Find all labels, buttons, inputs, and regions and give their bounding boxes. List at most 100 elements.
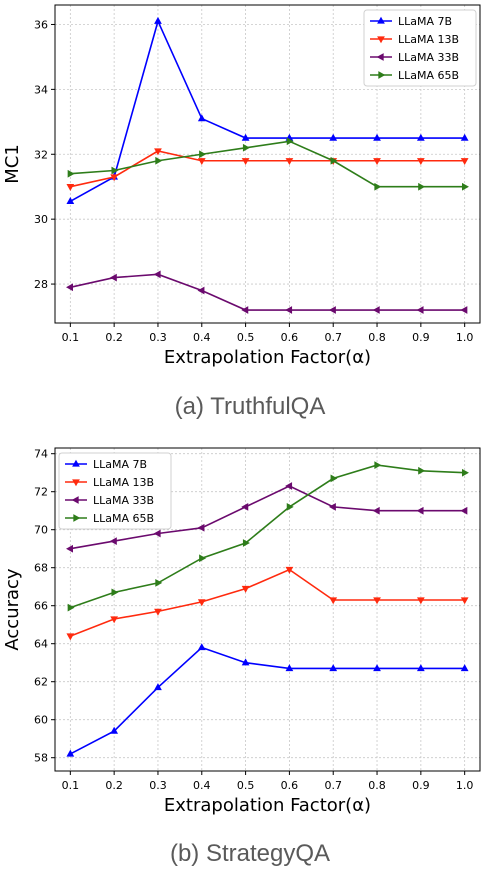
data-point	[197, 643, 206, 651]
legend-marker	[72, 479, 80, 487]
data-point	[461, 468, 469, 477]
data-point	[241, 158, 250, 166]
plot-frame	[54, 447, 481, 772]
data-point	[329, 133, 338, 141]
data-point	[416, 133, 425, 141]
data-point	[373, 133, 381, 141]
data-point	[373, 664, 381, 672]
series-line-3	[70, 273, 465, 311]
legend-box	[363, 9, 477, 87]
x-tick-label: 0.2	[105, 331, 123, 344]
data-point	[241, 306, 249, 314]
x-tick-label: 0.1	[62, 779, 80, 792]
legend-label: LLaMA 33B	[93, 494, 154, 507]
data-point	[197, 286, 205, 295]
legend-label: LLaMA 7B	[93, 458, 147, 471]
x-tick-label: 0.7	[324, 331, 342, 344]
data-point	[242, 539, 250, 547]
series-line-2	[70, 150, 465, 188]
data-point	[286, 137, 294, 146]
x-tick-label: 0.9	[412, 779, 430, 792]
data-point	[460, 158, 469, 166]
series-line-3	[70, 485, 465, 550]
legend-label: LLaMA 7B	[398, 15, 452, 28]
data-point	[241, 658, 250, 666]
data-point	[154, 683, 162, 691]
x-tick-label: 0.7	[324, 779, 342, 792]
data-point	[460, 506, 468, 515]
series-line-1	[69, 646, 465, 755]
x-tick-label: 0.5	[237, 779, 255, 792]
data-point	[153, 270, 161, 279]
data-point	[374, 461, 382, 469]
data-point	[416, 664, 425, 672]
data-point	[109, 273, 117, 282]
legend-label: LLaMA 33B	[398, 51, 459, 64]
data-point	[111, 166, 119, 175]
y-axis-label: MC1	[2, 144, 23, 184]
series-line-4	[70, 140, 465, 188]
data-point	[418, 466, 426, 475]
data-point	[285, 566, 294, 574]
x-tick-label: 1.0	[456, 331, 474, 344]
legend-label: LLaMA 13B	[398, 33, 459, 46]
series-line-1	[69, 18, 465, 203]
legend-marker	[71, 496, 79, 504]
chart-panel-2: 0.1 0.2 0.3 0.4 0.5 0.6 0.7 0.8 0.9 1.0 58 60 62 64 66…	[2, 447, 481, 816]
legend-marker	[377, 16, 385, 24]
data-point	[372, 506, 380, 515]
data-point	[416, 306, 424, 314]
data-point	[66, 633, 75, 641]
y-tick-label: 74	[34, 448, 48, 461]
data-point	[154, 16, 162, 24]
x-tick-label: 1.0	[456, 779, 474, 792]
data-point	[374, 182, 382, 191]
data-point	[109, 537, 117, 545]
data-point	[155, 579, 163, 587]
data-point	[197, 599, 206, 607]
x-tick-label: 0.6	[281, 331, 299, 344]
x-tick-label: 0.1	[62, 331, 80, 344]
x-tick-label: 0.9	[412, 331, 430, 344]
y-tick-label: 60	[34, 714, 48, 727]
x-tick-label: 0.5	[237, 331, 255, 344]
data-point	[155, 156, 163, 165]
data-point	[416, 158, 425, 166]
legend-label: LLaMA 13B	[93, 476, 154, 489]
data-point	[328, 306, 336, 314]
legend-label: LLaMA 65B	[398, 69, 459, 82]
data-point	[111, 588, 119, 597]
data-point	[373, 158, 381, 166]
y-tick-label: 62	[34, 676, 48, 689]
x-axis-label: Extrapolation Factor(α)	[164, 795, 371, 816]
data-point	[328, 503, 336, 511]
y-tick-label: 64	[34, 638, 48, 651]
y-axis-label: Accuracy	[2, 568, 23, 651]
data-point	[66, 283, 74, 292]
data-point	[154, 608, 162, 616]
data-point	[110, 616, 119, 624]
legend-marker	[73, 514, 81, 522]
data-point	[67, 169, 75, 178]
data-point	[372, 306, 380, 314]
data-point	[66, 197, 75, 204]
x-axis-label: Extrapolation Factor(α)	[164, 347, 371, 368]
data-point	[197, 114, 206, 122]
caption-strategyqa: (b) StrategyQA	[169, 840, 331, 867]
y-tick-label: 36	[34, 18, 48, 31]
data-point	[286, 503, 294, 511]
plot-frame	[54, 4, 481, 324]
data-point	[197, 158, 206, 166]
legend-marker	[378, 71, 386, 79]
series-line-2	[70, 568, 465, 637]
data-point	[154, 148, 162, 156]
y-tick-label: 30	[34, 213, 48, 226]
data-point	[242, 143, 250, 152]
legend-marker	[377, 36, 385, 44]
x-tick-label: 0.6	[281, 779, 299, 792]
y-tick-label: 66	[34, 600, 48, 613]
y-tick-label: 68	[34, 562, 48, 575]
data-point	[199, 554, 207, 563]
data-point	[418, 182, 426, 191]
